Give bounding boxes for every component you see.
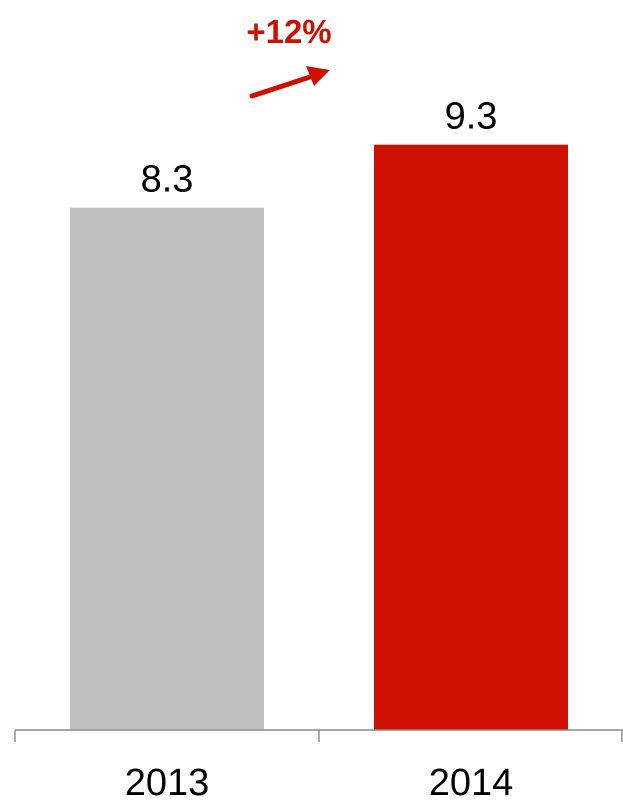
value-label-2014: 9.3 — [445, 96, 498, 138]
growth-annotation: +12% — [246, 13, 332, 99]
x-tick-label-2014: 2014 — [429, 762, 514, 804]
value-labels-layer: 8.3 9.3 — [141, 96, 498, 201]
bars-layer — [70, 144, 568, 730]
growth-label: +12% — [246, 13, 331, 50]
bar-2014 — [374, 144, 568, 730]
x-tick-label-2013: 2013 — [125, 762, 210, 804]
x-axis: 2013 2014 — [14, 729, 623, 804]
value-label-2013: 8.3 — [141, 159, 194, 201]
up-right-arrow-icon — [249, 66, 330, 99]
bar-2013 — [70, 207, 264, 730]
